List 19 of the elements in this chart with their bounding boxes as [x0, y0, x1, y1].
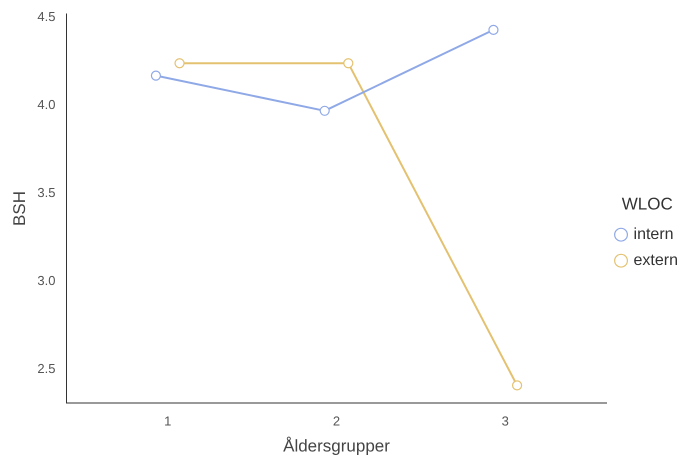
y-tick-label: 2.5 [37, 361, 56, 376]
point [320, 106, 330, 116]
legend-label: intern [634, 226, 674, 244]
x-tick-label: 1 [164, 413, 172, 428]
y-tick-label: 3.0 [37, 273, 56, 288]
point [512, 380, 522, 390]
point [343, 58, 354, 68]
legend-label: extern [634, 252, 678, 270]
x-tick-label: 2 [332, 413, 340, 428]
y-tick-label: 3.5 [37, 185, 56, 200]
y-axis-title: BSH [10, 191, 29, 226]
legend-title: WLOC [622, 194, 673, 214]
point [174, 58, 185, 68]
x-axis-title: Åldersgrupper [283, 436, 390, 456]
y-tick-label: 4.0 [37, 97, 56, 112]
point [488, 24, 499, 35]
x-tick-label: 3 [502, 413, 509, 428]
point [150, 70, 162, 81]
y-tick-label: 4.5 [37, 9, 56, 24]
